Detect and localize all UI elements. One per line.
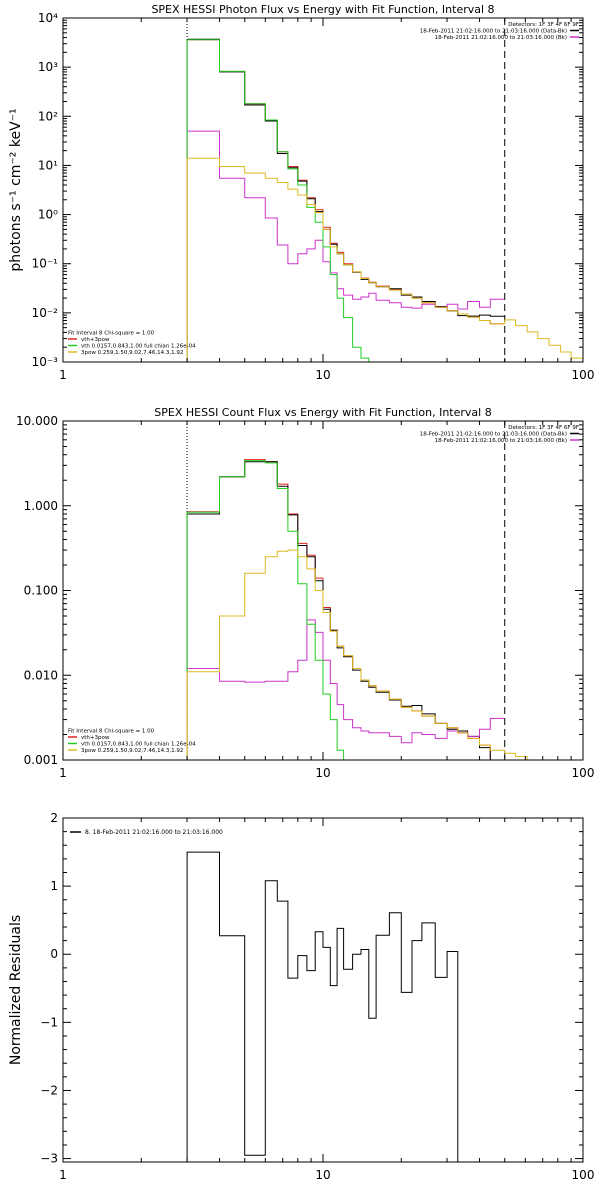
legend-text: 3pow 0.259,1.50,9.02,7.46,14.3,1.92	[81, 748, 183, 754]
legend-text: vth+3pow	[81, 735, 110, 741]
legend-text: 8. 18-Feb-2011 21:02:16.000 to 21:03:16.…	[85, 829, 223, 836]
x-tick-label: 10	[315, 766, 330, 780]
series-line-3pow	[187, 549, 505, 751]
series-line-extension	[504, 752, 538, 760]
y-tick-label: 1	[50, 879, 58, 893]
series-line-vth-3pow	[187, 39, 505, 325]
legend-text: vth 0.0157,0.843,1.00 full chian 1.26e-0…	[81, 344, 196, 350]
x-tick-label: 100	[572, 368, 595, 382]
y-tick-label: 0.010	[24, 668, 58, 682]
y-tick-label: 0	[50, 947, 58, 961]
legend-text: Detectors: 1F 3F 4F 6F 9F	[508, 22, 579, 28]
y-tick-label: 10⁻²	[32, 306, 59, 320]
series-line-3pow	[187, 157, 505, 325]
legend-text: 18-Feb-2011 21:02:16.000 to 21:03:16.000…	[435, 35, 567, 41]
y-tick-label: 1.000	[24, 499, 58, 513]
series-line-vth	[187, 460, 345, 760]
legend-text: Detectors: 1F 3F 4F 6F 9F	[508, 425, 579, 431]
legend-text: 18-Feb-2011 21:02:16.000 to 21:03:16.000…	[435, 438, 567, 444]
chart-panel-3: 1 10 100 −3 −2 −1 0 1 2 Normalized Residuals 8. 18…	[8, 811, 594, 1182]
x-tick-label: 10	[315, 368, 330, 382]
series-line-bk	[187, 130, 505, 310]
series-group	[186, 851, 459, 1162]
series-line-extension	[504, 319, 583, 359]
y-tick-label: −2	[40, 1083, 58, 1097]
y-axis-label: Normalized Residuals	[8, 915, 24, 1065]
series-line-vth	[187, 39, 370, 362]
series-line-vth-3pow	[187, 459, 505, 760]
x-tick-label: 100	[572, 766, 595, 780]
y-tick-label: 10⁻¹	[32, 257, 59, 271]
x-tick-label: 1	[59, 368, 67, 382]
legend-text: 3pow 0.259,1.50,9.02,7.46,14.3,1.92	[81, 350, 183, 356]
y-tick-label: −1	[40, 1015, 58, 1029]
y-axis-label: photons s⁻¹ cm⁻² keV⁻¹	[8, 108, 24, 271]
y-tick-label: 10⁻³	[32, 355, 59, 369]
y-tick-label: 0.100	[24, 584, 58, 598]
chart-title: SPEX HESSI Photon Flux vs Energy with Fi…	[151, 3, 494, 16]
y-tick-label: 0.001	[24, 753, 58, 767]
series-group	[186, 38, 583, 362]
x-tick-label: 10	[315, 1168, 330, 1182]
axes-frame	[62, 817, 584, 1163]
legend-text: Fit Interval 8 Chi-square = 1.00	[68, 729, 155, 735]
series-group	[186, 459, 538, 760]
y-tick-label: 10.000	[16, 414, 58, 428]
x-tick-label: 1	[59, 766, 67, 780]
y-tick-label: −3	[40, 1152, 58, 1166]
legend-text: vth 0.0157,0.843,1.00 full chian 1.26e-0…	[81, 742, 196, 748]
y-tick-label: 10¹	[38, 158, 58, 172]
series-line-residuals	[186, 851, 459, 1162]
legend-text: vth+3pow	[81, 337, 110, 343]
y-tick-label: 10⁰	[38, 208, 58, 222]
legend-text: 18-Feb-2011 21:02:16.000 to 21:03:16.000…	[420, 29, 567, 35]
x-tick-label: 100	[572, 1168, 595, 1182]
series-line-data-bk	[187, 461, 505, 760]
legend-text: Fit Interval 8 Chi-square = 1.00	[68, 331, 155, 337]
x-tick-label: 1	[59, 1168, 67, 1182]
y-tick-label: 10³	[38, 60, 58, 74]
chart-panel-2: SPEX HESSI Count Flux vs Energy with Fit…	[16, 406, 594, 780]
y-tick-label: 10⁴	[38, 11, 58, 25]
y-tick-label: 10²	[38, 109, 58, 123]
chart-panel-1: SPEX HESSI Photon Flux vs Energy with Fi…	[8, 3, 594, 382]
y-tick-label: 2	[50, 811, 58, 825]
series-line-bk	[187, 619, 505, 744]
chart-title: SPEX HESSI Count Flux vs Energy with Fit…	[154, 406, 491, 419]
legend-text: 18-Feb-2011 21:02:16.000 to 21:03:16.000…	[420, 432, 567, 438]
